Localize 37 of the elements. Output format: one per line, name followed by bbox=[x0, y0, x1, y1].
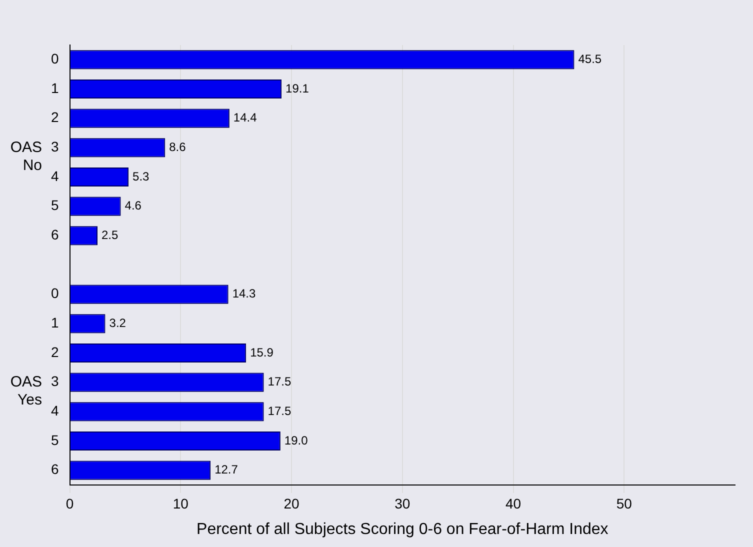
data-label: 12.7 bbox=[214, 462, 238, 477]
x-tick-label: 50 bbox=[616, 495, 632, 512]
x-axis-title: Percent of all Subjects Scoring 0-6 on Fear-of-Harm Index bbox=[196, 520, 608, 538]
y-tick-label: 1 bbox=[50, 314, 59, 331]
x-tick-label: 0 bbox=[66, 495, 74, 512]
y-tick-label: 3 bbox=[50, 373, 59, 390]
text: OAS No bbox=[10, 138, 42, 174]
data-label: 45.5 bbox=[578, 52, 602, 66]
data-label: 3.2 bbox=[109, 316, 126, 330]
data-label: 17.5 bbox=[268, 374, 292, 389]
data-label: 19.0 bbox=[284, 433, 308, 448]
x-tick-label: 30 bbox=[394, 495, 410, 512]
data-label: 19.1 bbox=[286, 81, 310, 96]
data-label: 15.9 bbox=[250, 345, 274, 360]
x-tick-label: 20 bbox=[284, 495, 300, 512]
data-label: 4.6 bbox=[124, 198, 142, 213]
y-tick-label: 4 bbox=[50, 402, 59, 419]
y-tick-label: 5 bbox=[50, 432, 59, 448]
y-tick-label: 5 bbox=[50, 197, 59, 214]
data-label: 17.5 bbox=[268, 404, 292, 418]
data-label: 2.5 bbox=[102, 228, 119, 242]
y-tick-label: 2 bbox=[50, 344, 59, 360]
data-label: 5.3 bbox=[132, 169, 150, 184]
text: OAS Yes bbox=[10, 373, 42, 408]
y-tick-label: 6 bbox=[50, 461, 59, 478]
y-tick-label: 4 bbox=[50, 168, 59, 184]
x-tick-label: 10 bbox=[172, 495, 189, 512]
y-tick-label: 6 bbox=[50, 226, 59, 243]
data-label: 14.4 bbox=[233, 110, 258, 125]
data-label: 14.3 bbox=[232, 286, 256, 301]
x-tick-label: 40 bbox=[505, 495, 522, 512]
data-label: 8.6 bbox=[169, 140, 186, 154]
y-tick-label: 2 bbox=[50, 109, 59, 126]
y-tick-label: 0 bbox=[50, 285, 59, 302]
y-tick-label: 0 bbox=[50, 50, 59, 67]
y-tick-label: 1 bbox=[50, 80, 59, 96]
y-tick-label: 3 bbox=[50, 138, 59, 155]
